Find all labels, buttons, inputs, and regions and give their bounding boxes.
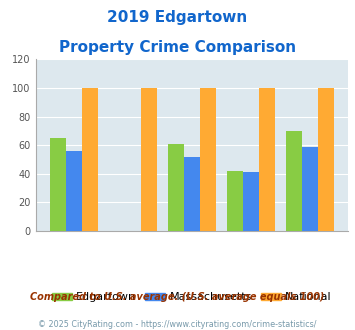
Bar xyxy=(141,88,157,231)
Bar xyxy=(227,171,243,231)
Bar xyxy=(184,157,200,231)
Bar xyxy=(302,147,318,231)
Bar xyxy=(82,88,98,231)
Text: 2019 Edgartown: 2019 Edgartown xyxy=(107,10,248,25)
Bar xyxy=(286,131,302,231)
Legend: Edgartown, Massachusetts, National: Edgartown, Massachusetts, National xyxy=(47,288,336,307)
Bar xyxy=(168,144,184,231)
Bar xyxy=(318,88,334,231)
Bar xyxy=(200,88,215,231)
Bar xyxy=(259,88,275,231)
Text: Property Crime Comparison: Property Crime Comparison xyxy=(59,40,296,54)
Bar xyxy=(50,138,66,231)
Bar xyxy=(243,172,259,231)
Text: Compared to U.S. average. (U.S. average equals 100): Compared to U.S. average. (U.S. average … xyxy=(30,292,325,302)
Text: © 2025 CityRating.com - https://www.cityrating.com/crime-statistics/: © 2025 CityRating.com - https://www.city… xyxy=(38,320,317,329)
Bar xyxy=(66,151,82,231)
